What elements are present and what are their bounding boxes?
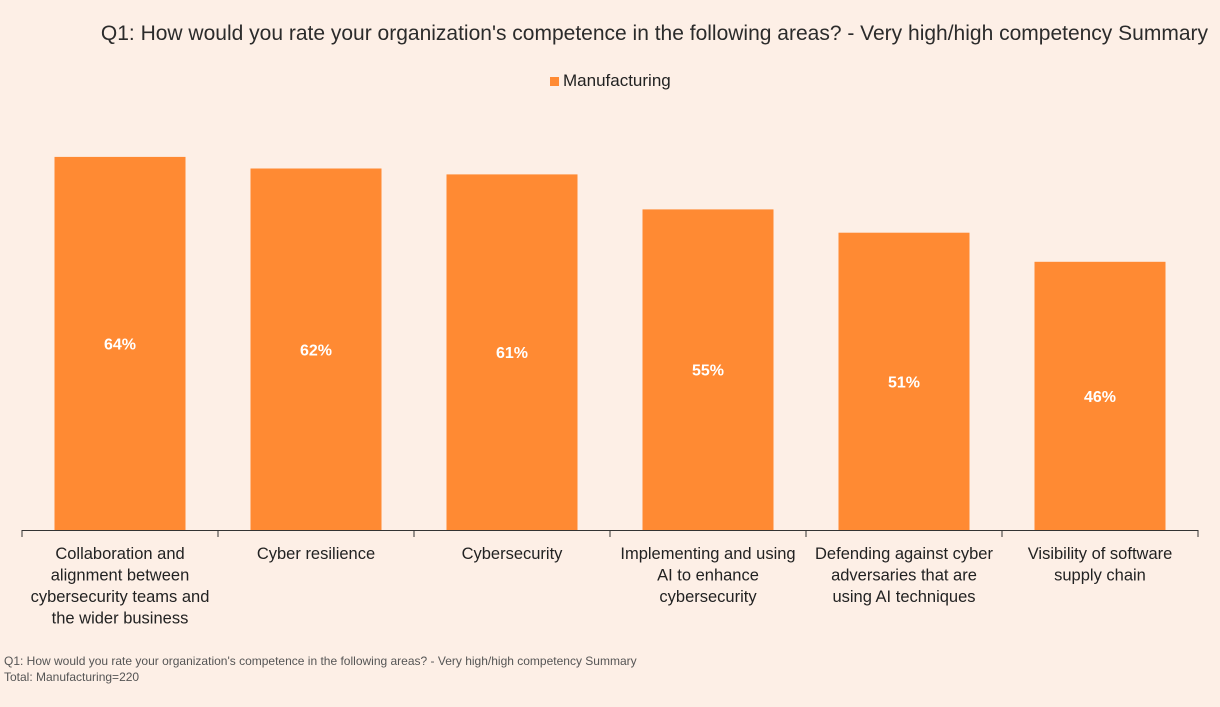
bar-3 bbox=[446, 174, 578, 530]
bar-value-label-4: 55% bbox=[692, 363, 724, 380]
legend-swatch bbox=[550, 76, 559, 86]
x-tick-label-2: Cyber resilience bbox=[257, 545, 375, 563]
footnote-total: Total: Manufacturing=220 bbox=[4, 670, 140, 684]
bar-value-label-6: 46% bbox=[1084, 389, 1116, 406]
bar-1 bbox=[54, 156, 186, 530]
x-tick-label-4: Implementing and using AI to enhance cyber… bbox=[620, 545, 795, 606]
chart-title: Q1: How would you rate your organization… bbox=[100, 22, 1208, 45]
bar-6 bbox=[1034, 261, 1166, 530]
x-tick-label-5: Defending against cyber adversaries that … bbox=[815, 545, 993, 606]
legend-label: Manufacturing bbox=[563, 71, 671, 90]
bar-2 bbox=[250, 168, 382, 530]
x-tick-label-1: Collaboration and alignment between cybers… bbox=[31, 545, 210, 628]
bar-value-label-3: 61% bbox=[496, 345, 528, 362]
legend: Manufacturing bbox=[550, 71, 671, 91]
bar-4 bbox=[642, 209, 774, 530]
x-tick-label-6: Visibility of software supply chain bbox=[1028, 545, 1173, 585]
bar-value-label-1: 64% bbox=[104, 336, 136, 353]
bar-5 bbox=[838, 232, 970, 530]
bar-value-label-2: 62% bbox=[300, 342, 332, 359]
x-tick-label-3: Cybersecurity bbox=[462, 545, 564, 563]
footnote-question: Q1: How would you rate your organization… bbox=[4, 654, 637, 668]
bar-value-label-5: 51% bbox=[888, 374, 920, 391]
